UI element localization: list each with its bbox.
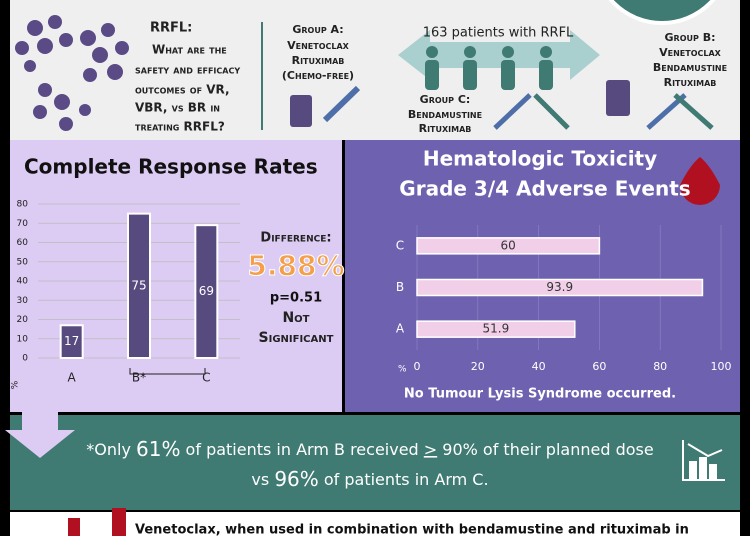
question-line: treating RRFL?: [135, 120, 225, 134]
difference-value: 5.88%: [247, 249, 344, 282]
value-label: 17: [64, 334, 79, 348]
chart-icon: [682, 440, 725, 481]
question-line: safety and efficacy: [135, 63, 240, 77]
highlight: 61%: [136, 437, 180, 461]
bottle: [606, 80, 630, 116]
y-tick-label: 70: [17, 219, 29, 229]
text: >: [424, 440, 437, 459]
mark: [68, 518, 80, 536]
cells: [15, 15, 129, 131]
group-line: Rituximab: [292, 54, 345, 67]
y-tick-label: 40: [17, 277, 29, 287]
value-label: 75: [131, 278, 146, 292]
chart-title: Hematologic Toxicity: [423, 147, 657, 171]
text: of patients in Arm C.: [319, 470, 489, 489]
x-tick-label: B*: [132, 371, 146, 385]
text: 90% of their planned dose: [437, 440, 654, 459]
y-tick-label: B: [396, 280, 404, 294]
question-line: VBR, vs BR in: [135, 101, 220, 115]
x-tick-label: A: [68, 371, 77, 385]
text: vs: [251, 470, 274, 489]
right-panel: [345, 140, 740, 412]
y-tick-label: C: [396, 238, 404, 252]
bar: [416, 237, 601, 255]
y-tick-label: A: [396, 322, 405, 336]
syringe: [322, 85, 361, 123]
group-title: Group A:: [292, 23, 343, 36]
group-line: Bendamustine: [653, 61, 727, 74]
down-arrow: [5, 412, 75, 458]
group-line: Venetoclax: [287, 39, 350, 52]
x-tick-label: 0: [414, 360, 421, 373]
x-tick-label: 20: [471, 360, 485, 373]
y-tick-label: 50: [17, 257, 29, 267]
footnote-line: vs 96% of patients in Arm C.: [251, 467, 488, 491]
group-line: Rituximab: [664, 76, 717, 89]
badge: [608, 0, 716, 25]
y-tick-label: 20: [17, 315, 29, 325]
bottle: [290, 95, 312, 127]
mark: [112, 508, 126, 536]
y-tick-label: 0: [22, 354, 28, 364]
patients: 163 patients with RRFL: [423, 26, 574, 41]
bar: [127, 212, 151, 359]
p-value: p=0.51: [270, 291, 322, 306]
group-line: Bendamustine: [408, 108, 482, 121]
group-line: Rituximab: [419, 122, 472, 135]
x-tick-label: 40: [532, 360, 546, 373]
y-tick-label: 10: [17, 334, 29, 344]
syringe: [533, 93, 570, 130]
syringe: [673, 93, 714, 130]
footnote-line: *Only 61% of patients in Arm B received …: [86, 437, 653, 461]
question-line: What are the: [152, 43, 227, 57]
header-band: [10, 0, 740, 140]
syringe: [493, 93, 532, 130]
rrfl-label: RRFL:: [150, 21, 192, 36]
chart-title: Complete Response Rates: [24, 155, 318, 179]
group-title: Group C:: [420, 93, 471, 106]
verdict: Not: [282, 310, 309, 326]
x-tick-label: 60: [592, 360, 606, 373]
chart-subtitle: Grade 3/4 Adverse Events: [399, 177, 690, 201]
bracket: [129, 368, 206, 375]
bar: [416, 278, 704, 297]
conclusion: Venetoclax, when used in combination wit…: [135, 523, 689, 536]
x-tick-label: C: [202, 371, 210, 385]
y-tick-label: 30: [17, 296, 29, 306]
y-tick-label: 60: [17, 238, 29, 248]
conclusion-band: [10, 512, 740, 536]
highlight: 96%: [274, 467, 318, 491]
x-tick-label: 100: [711, 360, 732, 373]
left-panel: [10, 140, 342, 412]
text: *Only: [86, 440, 136, 459]
value-label: 51.9: [483, 322, 510, 336]
group-title: Group B:: [665, 31, 716, 44]
chart-note: No Tumour Lysis Syndrome occurred.: [404, 387, 676, 402]
x-tick-label: 80: [653, 360, 667, 373]
verdict: Significant: [259, 330, 334, 346]
y-tick-label: 80: [17, 200, 29, 210]
bar: [59, 324, 84, 359]
x-axis-label: %: [398, 365, 407, 375]
people: [425, 46, 553, 90]
bar: [194, 224, 219, 359]
value-label: 93.9: [546, 280, 573, 294]
footnote-band: [10, 415, 740, 510]
question-line: outcomes of VR,: [135, 83, 230, 97]
value-label: 69: [199, 284, 214, 298]
bar: [416, 320, 576, 338]
group-line: (Chemo-free): [282, 69, 354, 82]
blood-drop: [680, 157, 720, 205]
difference-label: Difference:: [260, 231, 331, 246]
group-line: Venetoclax: [659, 46, 722, 59]
text: of patients in Arm B received: [180, 440, 423, 459]
value-label: 60: [501, 238, 516, 252]
y-axis-label: %: [11, 380, 21, 389]
